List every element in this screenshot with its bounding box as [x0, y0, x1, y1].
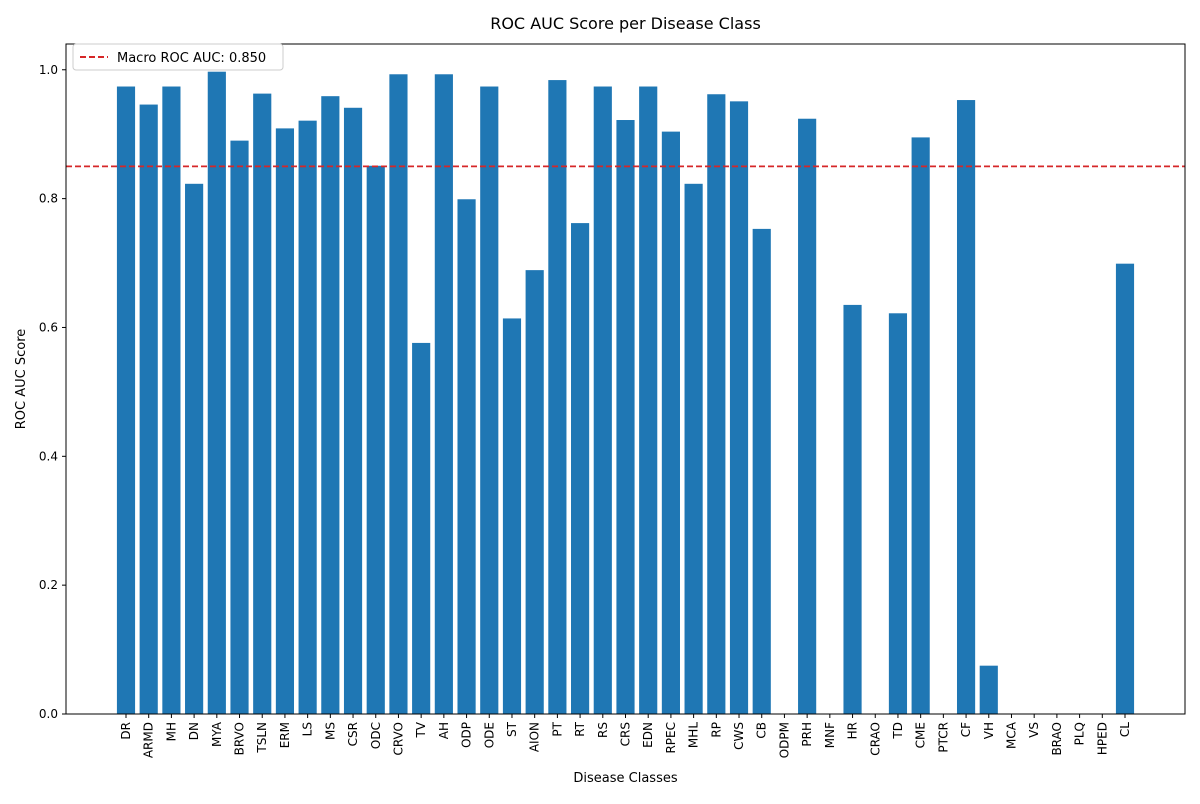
x-tick-label: PLQ: [1073, 722, 1087, 745]
x-tick-label: TV: [414, 721, 428, 738]
bar-cb: [752, 228, 771, 714]
bar-rs: [593, 86, 612, 714]
x-tick-label: LS: [301, 722, 315, 736]
bar-ms: [321, 96, 340, 715]
x-axis: DR ARMD MH DN MYA BRVO TSLN ERM LS MS CSR ODC CRVO TV…: [119, 714, 1132, 758]
bar-csr: [343, 107, 363, 714]
bar-ah: [434, 74, 453, 714]
x-tick-label: CB: [755, 722, 769, 739]
bar-dr: [116, 86, 136, 714]
bar-crvo: [389, 74, 408, 714]
x-tick-label: RPEC: [664, 722, 678, 754]
x-tick-label: DR: [119, 722, 133, 740]
bar-erm: [275, 128, 295, 714]
bar-tv: [412, 342, 431, 714]
y-tick-label: 0.0: [39, 707, 58, 721]
bar-st: [502, 318, 522, 714]
x-tick-label: VH: [982, 722, 996, 739]
x-tick-label: CRAO: [868, 722, 882, 756]
bar-hr: [843, 304, 862, 714]
x-tick-label: CWS: [732, 722, 746, 750]
legend-label: Macro ROC AUC: 0.850: [117, 51, 266, 66]
bar-pt: [548, 80, 567, 714]
x-tick-label: ARMD: [142, 722, 156, 758]
bar-tsln: [253, 93, 272, 715]
x-tick-label: MHL: [687, 722, 701, 748]
x-tick-label: HPED: [1095, 722, 1109, 755]
y-axis-label: ROC AUC Score: [14, 329, 29, 430]
bar-ode: [480, 86, 499, 714]
x-tick-label: VS: [1027, 722, 1041, 738]
bar-brvo: [230, 140, 249, 714]
bar-cme: [911, 137, 930, 714]
bar-crs: [616, 120, 635, 714]
bar-mh: [162, 86, 181, 714]
x-tick-label: CRS: [619, 722, 633, 746]
x-tick-label: EDN: [641, 722, 655, 748]
x-tick-label: ODP: [460, 722, 474, 748]
x-tick-label: RS: [596, 722, 610, 738]
x-tick-label: MS: [323, 722, 337, 740]
x-tick-label: CRVO: [391, 722, 405, 756]
x-tick-label: CSR: [346, 722, 360, 746]
x-axis-label: Disease Classes: [573, 771, 677, 786]
bar-rpec: [661, 131, 680, 714]
bar-vh: [979, 665, 998, 714]
x-tick-label: MCA: [1004, 721, 1018, 749]
x-tick-label: ST: [505, 721, 519, 737]
x-tick-label: ERM: [278, 722, 292, 748]
y-tick-label: 1.0: [39, 63, 58, 77]
bar-armd: [139, 104, 158, 714]
bar-dn: [185, 183, 204, 715]
x-tick-label: ODC: [369, 722, 383, 749]
bar-prh: [798, 118, 817, 715]
x-tick-label: CME: [914, 722, 928, 748]
x-tick-label: MYA: [210, 721, 224, 747]
bar-td: [888, 313, 908, 714]
x-tick-label: HR: [846, 722, 860, 739]
bar-cws: [729, 101, 749, 715]
bar-odc: [366, 165, 385, 714]
chart-title: ROC AUC Score per Disease Class: [490, 14, 761, 33]
y-tick-label: 0.8: [39, 192, 58, 206]
y-tick-label: 0.6: [39, 320, 58, 334]
bar-rp: [707, 94, 726, 714]
x-tick-label: MNF: [823, 722, 837, 748]
bars-layer: [116, 71, 1135, 715]
x-tick-label: PTCR: [936, 722, 950, 753]
x-tick-label: DN: [187, 722, 201, 740]
x-tick-label: RT: [573, 721, 587, 736]
bar-aion: [525, 270, 544, 715]
bar-cl: [1115, 263, 1135, 714]
x-tick-label: CL: [1118, 722, 1132, 737]
legend-box: [72, 43, 284, 71]
x-tick-label: ODPM: [777, 722, 791, 758]
x-tick-label: AION: [528, 722, 542, 752]
y-axis: 0.0 0.2 0.4 0.6 0.8 1.0: [39, 63, 66, 721]
x-tick-label: AH: [437, 722, 451, 739]
legend: Macro ROC AUC: 0.850: [72, 43, 284, 71]
x-tick-label: TD: [891, 722, 905, 740]
bar-mya: [207, 71, 226, 714]
bar-odp: [457, 199, 476, 714]
x-tick-label: PT: [550, 721, 564, 736]
x-tick-label: BRVO: [233, 722, 247, 755]
x-tick-label: RP: [709, 722, 723, 738]
bar-cf: [956, 100, 976, 715]
x-tick-label: MH: [164, 722, 178, 741]
bar-ls: [298, 120, 317, 714]
x-tick-label: CF: [959, 722, 973, 737]
bar-mhl: [684, 183, 703, 715]
y-tick-label: 0.2: [39, 578, 58, 592]
x-tick-label: ODE: [482, 722, 496, 748]
bar-rt: [571, 223, 590, 714]
x-tick-label: PRH: [800, 722, 814, 747]
y-tick-label: 0.4: [39, 449, 58, 463]
x-tick-label: TSLN: [255, 722, 269, 754]
bar-edn: [639, 86, 658, 714]
x-tick-label: BRAO: [1050, 722, 1064, 756]
